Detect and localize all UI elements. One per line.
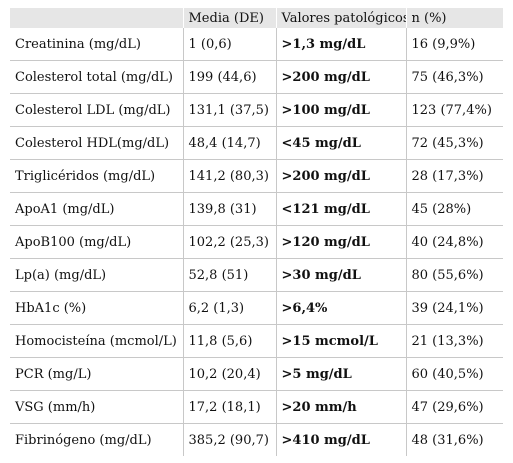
cell-mean: 10,2 (20,4) (182, 357, 276, 391)
cell-pathological: >410 mg/dL (275, 423, 406, 456)
cell-parameter: Colesterol LDL (mg/dL) (10, 93, 183, 127)
lab-values-table: Media (DE) Valores patológicos n (%) Cre… (10, 8, 503, 456)
table-row: Colesterol total (mg/dL) 199 (44,6) >200… (10, 60, 503, 94)
header-mean: Media (DE) (182, 8, 276, 28)
table-row: ApoB100 (mg/dL) 102,2 (25,3) >120 mg/dL … (10, 225, 503, 259)
cell-pathological: >1,3 mg/dL (275, 28, 406, 61)
cell-pathological: >6,4% (275, 291, 406, 325)
cell-n: 72 (45,3%) (405, 126, 503, 160)
cell-parameter: VSG (mm/h) (10, 390, 183, 424)
cell-mean: 102,2 (25,3) (182, 225, 276, 259)
header-n: n (%) (405, 8, 503, 28)
cell-parameter: Colesterol HDL(mg/dL) (10, 126, 183, 160)
table-row: Creatinina (mg/dL) 1 (0,6) >1,3 mg/dL 16… (10, 28, 503, 61)
cell-mean: 11,8 (5,6) (182, 324, 276, 358)
cell-n: 47 (29,6%) (405, 390, 503, 424)
cell-mean: 17,2 (18,1) (182, 390, 276, 424)
table-header: Media (DE) Valores patológicos n (%) (10, 8, 503, 28)
table-row: Homocisteína (mcmol/L) 11,8 (5,6) >15 mc… (10, 324, 503, 358)
cell-mean: 6,2 (1,3) (182, 291, 276, 325)
cell-n: 40 (24,8%) (405, 225, 503, 259)
cell-pathological: >200 mg/dL (275, 60, 406, 94)
table-row: PCR (mg/L) 10,2 (20,4) >5 mg/dL 60 (40,5… (10, 357, 503, 391)
cell-mean: 1 (0,6) (182, 28, 276, 61)
cell-pathological: >20 mm/h (275, 390, 406, 424)
cell-mean: 48,4 (14,7) (182, 126, 276, 160)
cell-parameter: Lp(a) (mg/dL) (10, 258, 183, 292)
cell-pathological: >15 mcmol/L (275, 324, 406, 358)
cell-pathological: >5 mg/dL (275, 357, 406, 391)
cell-pathological: >100 mg/dL (275, 93, 406, 127)
cell-parameter: Fibrinógeno (mg/dL) (15, 432, 152, 448)
table-row: Triglicéridos (mg/dL) 141,2 (80,3) >200 … (10, 159, 503, 193)
table-row: HbA1c (%) 6,2 (1,3) >6,4% 39 (24,1%) (10, 291, 503, 325)
cell-n: 21 (13,3%) (405, 324, 503, 358)
cell-n: 80 (55,6%) (405, 258, 503, 292)
cell-mean: 131,1 (37,5) (182, 93, 276, 127)
cell-pathological: <121 mg/dL (275, 192, 406, 226)
table-row: Colesterol LDL (mg/dL) 131,1 (37,5) >100… (10, 93, 503, 127)
cell-pathological: >120 mg/dL (275, 225, 406, 259)
cell-parameter: Homocisteína (mcmol/L) (10, 324, 183, 358)
cell-n: 48 (31,6%) (405, 423, 503, 456)
table-row: ApoA1 (mg/dL) 139,8 (31) <121 mg/dL 45 (… (10, 192, 503, 226)
cell-parameter: PCR (mg/L) (10, 357, 183, 391)
table-row: Colesterol HDL(mg/dL) 48,4 (14,7) <45 mg… (10, 126, 503, 160)
header-pathological: Valores patológicos (275, 8, 406, 28)
cell-n: 28 (17,3%) (405, 159, 503, 193)
cell-n: 123 (77,4%) (405, 93, 503, 127)
cell-mean: 139,8 (31) (182, 192, 276, 226)
cell-parameter: ApoA1 (mg/dL) (10, 192, 183, 226)
cell-parameter: Triglicéridos (mg/dL) (10, 159, 183, 193)
cell-parameter: ApoB100 (mg/dL) (10, 225, 183, 259)
cell-parameter: Colesterol total (mg/dL) (10, 60, 183, 94)
table-body: Creatinina (mg/dL) 1 (0,6) >1,3 mg/dL 16… (10, 28, 503, 456)
table-row: VSG (mm/h) 17,2 (18,1) >20 mm/h 47 (29,6… (10, 390, 503, 424)
cell-parameter: HbA1c (%) (10, 291, 183, 325)
cell-n: 75 (46,3%) (405, 60, 503, 94)
table-row: Fibrinógeno (mg/dL) 385,2 (90,7) >410 mg… (10, 423, 503, 456)
cell-pathological: >200 mg/dL (275, 159, 406, 193)
header-parameter (10, 8, 183, 28)
cell-mean: 52,8 (51) (182, 258, 276, 292)
cell-n: 60 (40,5%) (405, 357, 503, 391)
header-row: Media (DE) Valores patológicos n (%) (10, 8, 503, 28)
cell-pathological: >30 mg/dL (275, 258, 406, 292)
cell-pathological: <45 mg/dL (275, 126, 406, 160)
cell-mean: 385,2 (90,7) (182, 423, 276, 456)
cell-mean: 199 (44,6) (182, 60, 276, 94)
cell-n: 39 (24,1%) (405, 291, 503, 325)
cell-parameter: Creatinina (mg/dL) (10, 28, 183, 61)
cell-n: 45 (28%) (405, 192, 503, 226)
table-row: Lp(a) (mg/dL) 52,8 (51) >30 mg/dL 80 (55… (10, 258, 503, 292)
cell-mean: 141,2 (80,3) (182, 159, 276, 193)
cell-n: 16 (9,9%) (405, 28, 503, 61)
